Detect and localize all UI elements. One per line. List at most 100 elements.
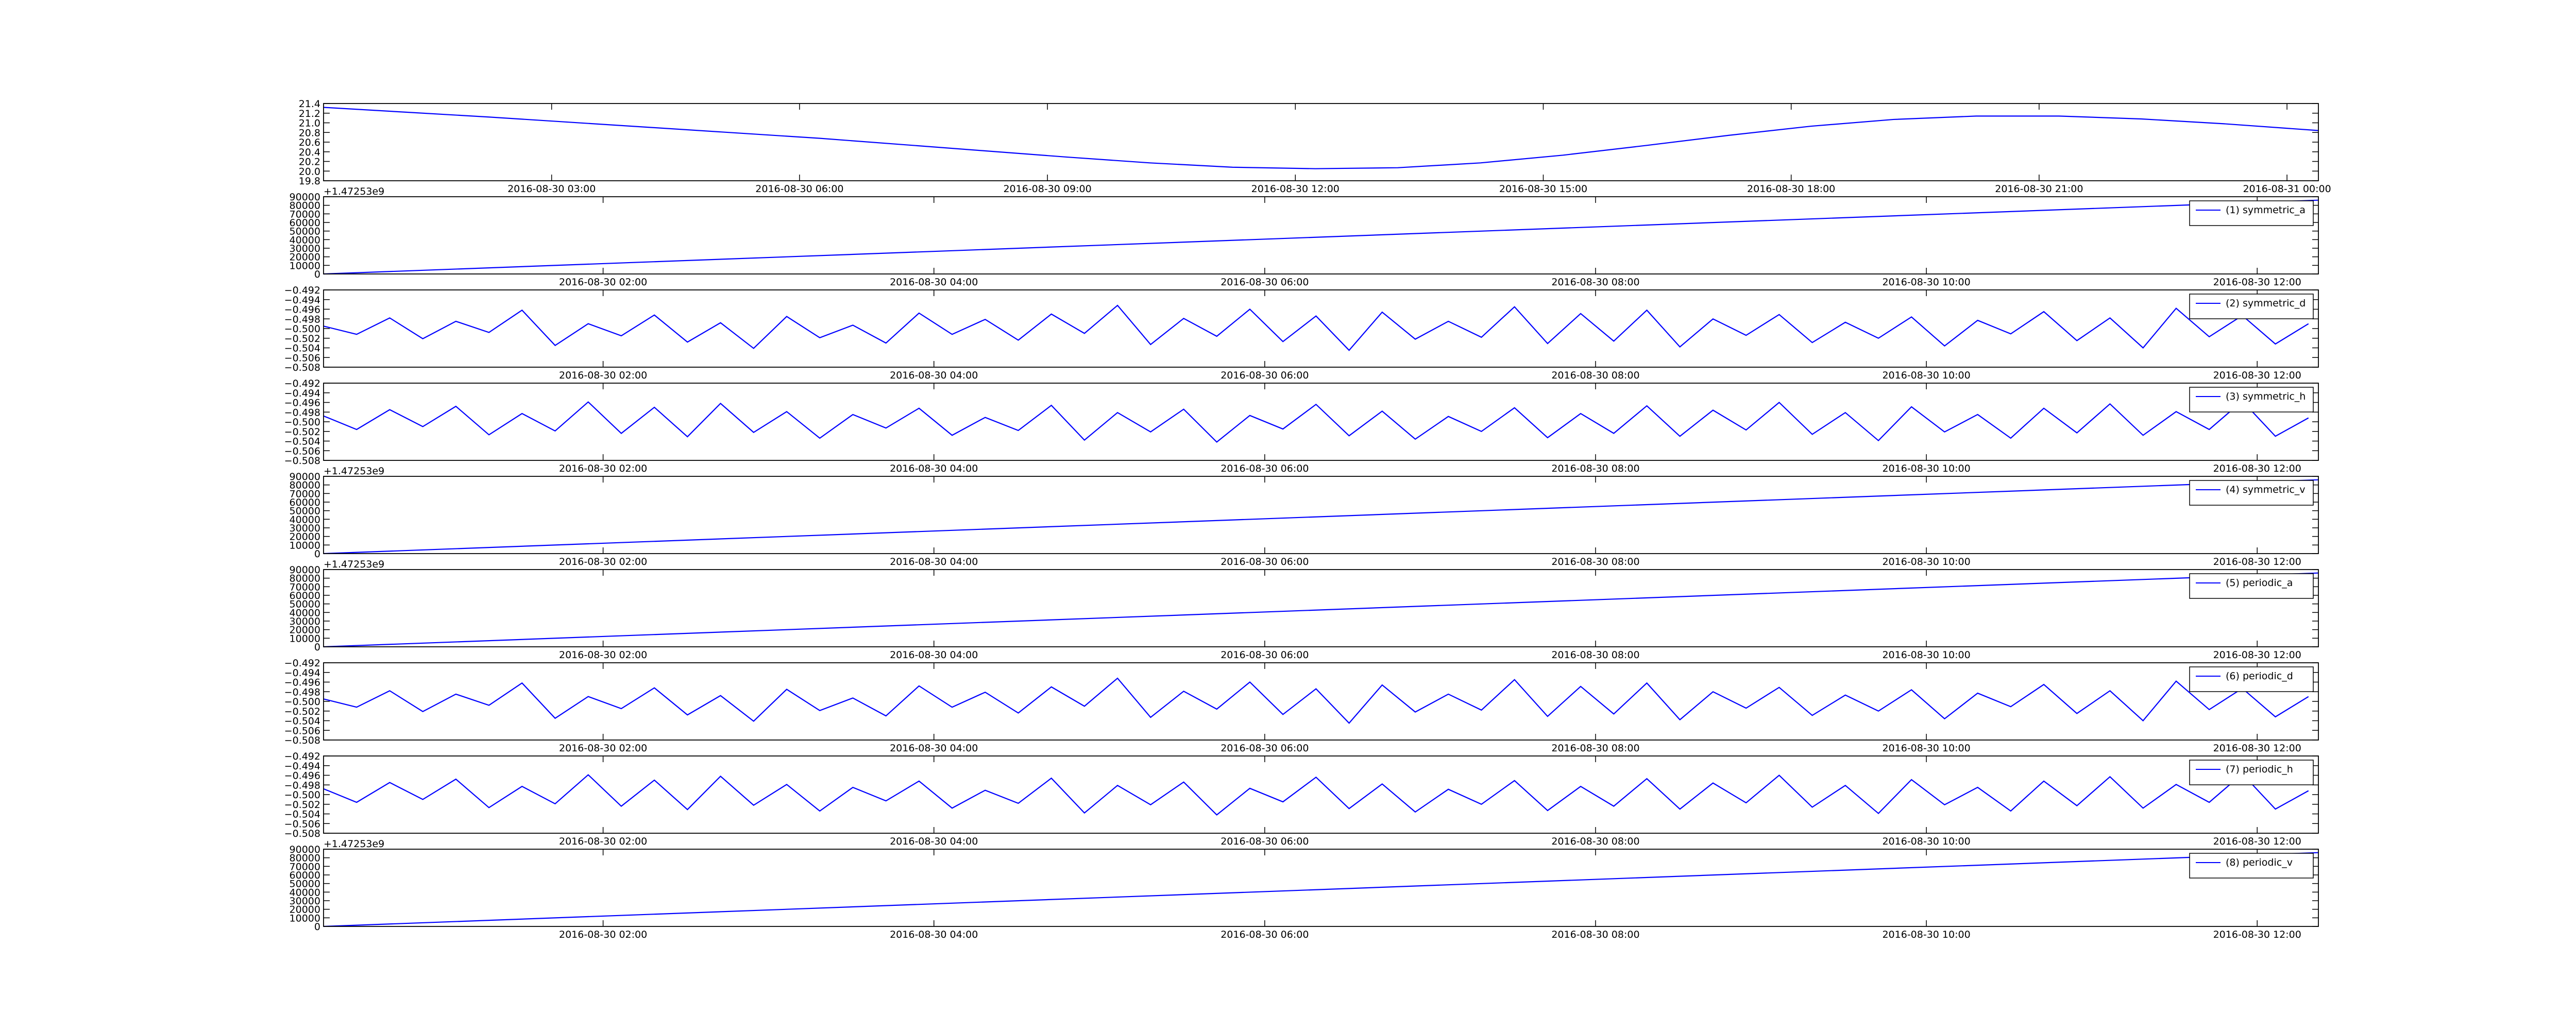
y-tick-label: 60000	[290, 870, 320, 881]
y-tick-label: 50000	[290, 879, 320, 890]
y-tick-label: 20000	[290, 252, 320, 263]
y-tick-label: 60000	[290, 590, 320, 601]
offset-text: +1.47253e9	[324, 559, 384, 570]
y-tick-label: −0.506	[284, 818, 320, 830]
x-tick-label: 2016-08-30 12:00	[2213, 370, 2301, 381]
y-tick-label: 10000	[290, 540, 320, 551]
plot-frame	[323, 196, 2319, 274]
x-tick-label: 2016-08-30 04:00	[890, 836, 978, 847]
y-tick-label: 20.4	[299, 147, 320, 158]
x-tick-label: 2016-08-31 00:00	[2243, 183, 2331, 195]
x-tick-label: 2016-08-30 12:00	[1251, 183, 1340, 195]
legend-label: (2) symmetric_d	[2226, 298, 2306, 309]
y-tick-label: −0.500	[284, 789, 320, 801]
y-tick-label: 20000	[290, 531, 320, 543]
legend-label: (3) symmetric_h	[2226, 391, 2306, 402]
y-tick-label: 90000	[290, 192, 320, 203]
offset-text: +1.47253e9	[324, 186, 384, 197]
y-tick-label: 21.0	[299, 118, 320, 129]
y-tick-label: −0.508	[284, 362, 320, 373]
y-tick-label: 0	[314, 642, 320, 653]
x-tick-label: 2016-08-30 03:00	[507, 183, 596, 195]
x-tick-label: 2016-08-30 08:00	[1551, 370, 1639, 381]
x-tick-label: 2016-08-30 15:00	[1499, 183, 1587, 195]
y-tick-label: 90000	[290, 471, 320, 483]
y-tick-label: −0.492	[284, 285, 320, 296]
y-tick-label: −0.506	[284, 445, 320, 457]
x-tick-label: 2016-08-30 12:00	[2213, 743, 2301, 754]
y-tick-label: −0.504	[284, 436, 320, 448]
x-tick-label: 2016-08-30 10:00	[1882, 743, 1970, 754]
x-tick-label: 2016-08-30 04:00	[890, 277, 978, 288]
y-tick-label: −0.494	[284, 388, 320, 399]
y-tick-label: 20.6	[299, 137, 320, 148]
x-tick-label: 2016-08-30 10:00	[1882, 649, 1970, 661]
y-tick-label: 10000	[290, 260, 320, 271]
y-tick-label: −0.508	[284, 455, 320, 467]
x-tick-label: 2016-08-30 08:00	[1551, 743, 1639, 754]
plot-frame	[323, 755, 2319, 834]
y-tick-label: 70000	[290, 209, 320, 220]
legend-box	[2189, 760, 2314, 785]
y-tick-label: 20.2	[299, 157, 320, 168]
legend-label: (7) periodic_h	[2226, 764, 2293, 775]
x-tick-label: 2016-08-30 06:00	[1221, 649, 1309, 661]
y-tick-label: −0.504	[284, 716, 320, 727]
y-tick-label: 0	[314, 548, 320, 560]
x-tick-label: 2016-08-30 12:00	[2213, 463, 2301, 474]
legend-box	[2189, 480, 2314, 506]
x-tick-label: 2016-08-30 18:00	[1747, 183, 1835, 195]
x-tick-label: 2016-08-30 10:00	[1882, 836, 1970, 847]
y-tick-label: 21.2	[299, 108, 320, 119]
x-tick-label: 2016-08-30 09:00	[1003, 183, 1091, 195]
y-tick-label: −0.502	[284, 426, 320, 438]
x-tick-label: 2016-08-30 12:00	[2213, 556, 2301, 567]
x-tick-label: 2016-08-30 04:00	[890, 743, 978, 754]
y-tick-label: −0.504	[284, 809, 320, 820]
series-line	[323, 107, 2319, 169]
legend-label: (1) symmetric_a	[2226, 204, 2306, 216]
y-tick-label: −0.506	[284, 352, 320, 364]
y-tick-label: −0.492	[284, 751, 320, 762]
plot-area	[324, 849, 2318, 926]
y-tick-label: 60000	[290, 217, 320, 229]
y-tick-label: −0.498	[284, 686, 320, 698]
y-tick-label: 80000	[290, 573, 320, 584]
y-tick-label: 90000	[290, 844, 320, 855]
y-tick-label: 30000	[290, 896, 320, 907]
y-tick-label: 50000	[290, 226, 320, 237]
plot-frame	[323, 569, 2319, 647]
x-tick-label: 2016-08-30 04:00	[890, 463, 978, 474]
y-tick-label: −0.504	[284, 343, 320, 354]
y-tick-label: −0.494	[284, 761, 320, 772]
plot-frame	[323, 383, 2319, 461]
offset-text: +1.47253e9	[324, 466, 384, 477]
plot-area	[324, 197, 2318, 274]
legend-box	[2189, 573, 2314, 599]
x-tick-label: 2016-08-30 02:00	[559, 929, 647, 940]
y-tick-label: 80000	[290, 200, 320, 212]
x-tick-label: 2016-08-30 02:00	[559, 649, 647, 661]
plot-area	[324, 756, 2318, 833]
legend-box	[2189, 294, 2314, 319]
y-tick-label: −0.506	[284, 725, 320, 736]
y-tick-label: 80000	[290, 480, 320, 491]
y-tick-label: 20.0	[299, 166, 320, 177]
series-line	[323, 773, 2309, 816]
y-tick-label: 70000	[290, 488, 320, 500]
plot-area	[324, 383, 2318, 460]
series-line	[323, 400, 2309, 443]
y-tick-label: 30000	[290, 523, 320, 534]
x-tick-label: 2016-08-30 02:00	[559, 370, 647, 381]
y-tick-label: −0.494	[284, 667, 320, 679]
x-tick-label: 2016-08-30 10:00	[1882, 370, 1970, 381]
x-tick-label: 2016-08-30 04:00	[890, 370, 978, 381]
x-tick-label: 2016-08-30 06:00	[1221, 836, 1309, 847]
legend-label: (4) symmetric_v	[2226, 484, 2306, 495]
x-tick-label: 2016-08-30 02:00	[559, 277, 647, 288]
y-tick-label: −0.498	[284, 314, 320, 325]
x-tick-label: 2016-08-30 08:00	[1551, 649, 1639, 661]
x-tick-label: 2016-08-30 10:00	[1882, 556, 1970, 567]
y-tick-label: 40000	[290, 607, 320, 618]
